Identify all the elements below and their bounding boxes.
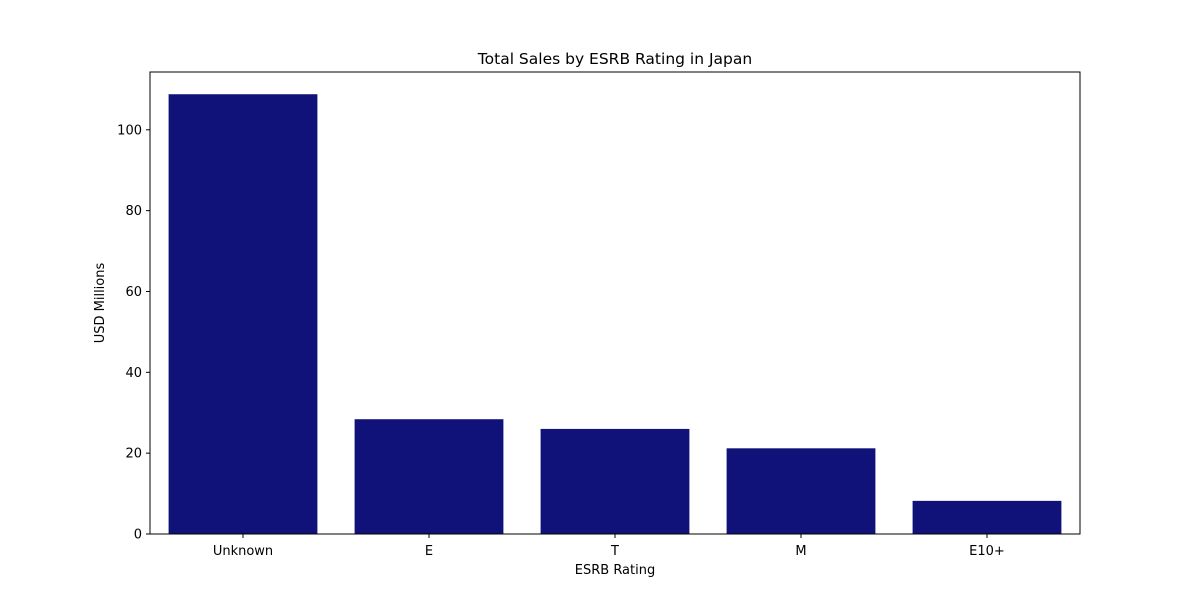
x-axis: Unknown E T M E10+ [213,534,1005,559]
x-tick-label: T [610,544,619,559]
y-tick-label: 20 [125,447,142,462]
y-tick-label: 60 [125,285,142,300]
bars [168,94,1062,534]
y-tick-label: 80 [125,204,142,219]
y-axis: 0 20 40 60 80 100 [117,123,150,543]
x-axis-label: ESRB Rating [575,563,655,578]
bar-m [726,448,876,534]
y-tick-label: 100 [117,123,142,138]
y-axis-label: USD Millions [93,263,108,344]
bar-e10- [912,500,1062,534]
x-tick-label: M [795,544,806,559]
y-tick-label: 40 [125,366,142,381]
x-tick-label: E10+ [969,544,1005,559]
chart-title: Total Sales by ESRB Rating in Japan [477,50,752,68]
bar-e [354,419,504,534]
bar-unknown [168,94,318,534]
x-tick-label: Unknown [213,544,273,559]
bar-t [540,428,690,534]
x-tick-label: E [425,544,433,559]
y-tick-label: 0 [134,528,142,543]
